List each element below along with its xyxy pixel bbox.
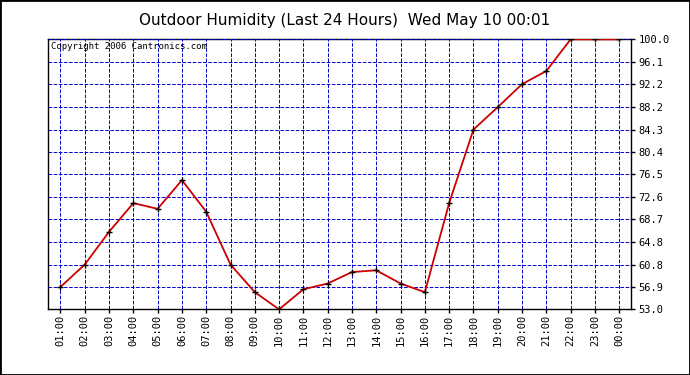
Text: Outdoor Humidity (Last 24 Hours)  Wed May 10 00:01: Outdoor Humidity (Last 24 Hours) Wed May…: [139, 13, 551, 28]
Text: Copyright 2006 Cantronics.com: Copyright 2006 Cantronics.com: [51, 42, 207, 51]
